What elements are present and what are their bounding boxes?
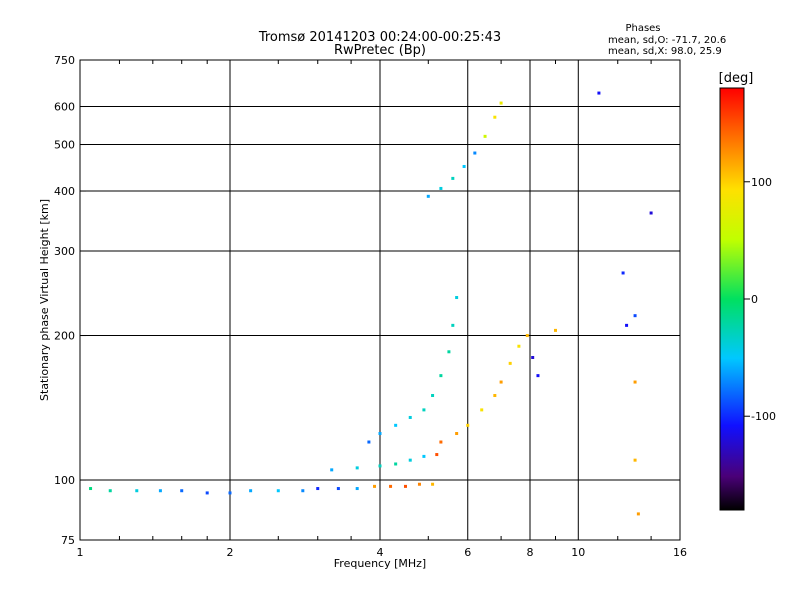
data-point: [417, 482, 421, 486]
x-tick-label: 1: [77, 546, 84, 559]
colorbar-ticks: 100 0 -100: [744, 176, 776, 423]
data-point: [422, 408, 426, 412]
data-point: [422, 454, 426, 458]
data-point: [621, 271, 625, 275]
y-tick-label: 400: [54, 185, 75, 198]
data-points: [89, 91, 653, 516]
data-point: [426, 194, 430, 198]
data-point: [355, 466, 359, 470]
data-point: [439, 186, 443, 190]
colorbar-tick-label: 0: [751, 293, 758, 306]
y-tick-label: 75: [61, 534, 75, 547]
chart-subtitle: RwPretec (Bp): [334, 43, 426, 58]
data-point: [378, 464, 382, 468]
data-point: [403, 484, 407, 488]
data-point: [330, 468, 334, 472]
data-point: [525, 334, 529, 338]
stats-line-x: mean, sd,X: 98.0, 25.9: [608, 46, 722, 57]
stats-title: Phases: [625, 23, 660, 34]
data-point: [367, 440, 371, 444]
data-point: [597, 91, 601, 95]
colorbar-tick-label: 100: [751, 176, 772, 189]
data-point: [455, 432, 459, 436]
data-point: [394, 462, 398, 466]
colorbar-label: [deg]: [719, 71, 754, 86]
grid: [80, 60, 680, 540]
data-point: [508, 361, 512, 365]
y-axis-ticks: 750 600 500 400 300 200 100 75: [54, 54, 86, 547]
data-point: [205, 491, 209, 495]
x-axis-label: Frequency [MHz]: [334, 557, 426, 570]
data-point: [451, 176, 455, 180]
data-point: [649, 211, 653, 215]
y-tick-label: 750: [54, 54, 75, 67]
data-point: [499, 101, 503, 105]
chart-title: Tromsø 20141203 00:24:00-00:25:43: [258, 30, 501, 45]
data-point: [553, 328, 557, 332]
data-point: [249, 489, 253, 493]
data-point: [493, 115, 497, 119]
data-point: [517, 344, 521, 348]
x-axis-ticks: 1 2 4 6 8 10 16: [77, 60, 687, 559]
colorbar: [719, 87, 745, 511]
data-point: [462, 164, 466, 168]
data-point: [480, 408, 484, 412]
data-point: [439, 374, 443, 378]
y-tick-label: 200: [54, 330, 75, 343]
x-tick-label: 2: [227, 546, 234, 559]
y-tick-label: 100: [54, 474, 75, 487]
y-axis-label: Stationary phase Virtual Height [km]: [38, 199, 51, 401]
data-point: [336, 487, 340, 491]
data-point: [633, 314, 637, 318]
data-point: [633, 380, 637, 384]
data-point: [633, 458, 637, 462]
data-point: [636, 512, 640, 516]
x-tick-label: 10: [571, 546, 585, 559]
colorbar-tick-label: -100: [751, 410, 776, 423]
data-point: [158, 489, 162, 493]
data-point: [394, 423, 398, 427]
data-point: [466, 423, 470, 427]
data-point: [408, 458, 412, 462]
x-tick-label: 4: [377, 546, 384, 559]
data-point: [435, 453, 439, 457]
data-point: [408, 415, 412, 419]
data-point: [228, 491, 232, 495]
data-point: [89, 487, 93, 491]
data-point: [483, 134, 487, 138]
y-tick-label: 600: [54, 101, 75, 114]
data-point: [431, 394, 435, 398]
stats-line-o: mean, sd,O: -71.7, 20.6: [608, 35, 726, 46]
data-point: [536, 374, 540, 378]
y-tick-label: 300: [54, 245, 75, 258]
x-tick-label: 16: [673, 546, 687, 559]
data-point: [378, 432, 382, 436]
data-point: [625, 323, 629, 327]
data-point: [180, 489, 184, 493]
data-point: [531, 355, 535, 359]
data-point: [135, 489, 139, 493]
data-point: [451, 323, 455, 327]
data-point: [431, 482, 435, 486]
data-point: [493, 394, 497, 398]
data-point: [499, 380, 503, 384]
data-point: [439, 440, 443, 444]
data-point: [389, 484, 393, 488]
x-tick-label: 6: [464, 546, 471, 559]
x-tick-label: 8: [527, 546, 534, 559]
data-point: [276, 489, 280, 493]
data-point: [373, 484, 377, 488]
data-point: [447, 350, 451, 354]
data-point: [316, 487, 320, 491]
data-point: [301, 489, 305, 493]
data-point: [473, 151, 477, 155]
data-point: [108, 489, 112, 493]
y-tick-label: 500: [54, 139, 75, 152]
data-point: [455, 296, 459, 300]
plot-frame: [79, 59, 681, 541]
data-point: [355, 487, 359, 491]
